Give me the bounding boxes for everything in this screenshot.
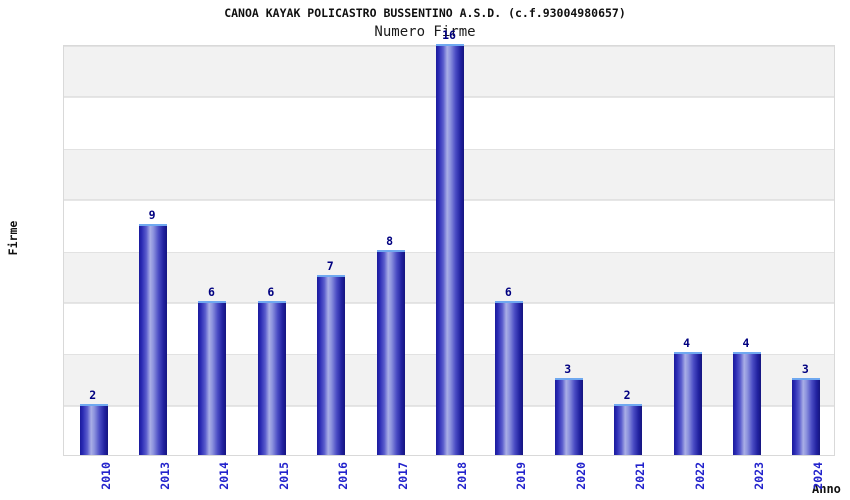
- x-tick-label: 2020: [573, 462, 588, 490]
- x-tick-label: 2018: [455, 462, 469, 490]
- bar-value-label: 4: [683, 336, 690, 351]
- x-tick-label: 2015: [276, 462, 291, 490]
- x-axis-title: Anno: [812, 482, 841, 496]
- x-tick-label: 2021: [633, 462, 648, 490]
- x-tick-label: 2014: [217, 462, 232, 490]
- bar[interactable]: [139, 223, 168, 455]
- bar-value-label: 6: [267, 284, 275, 299]
- x-tick-label: 2013: [158, 462, 173, 490]
- bar[interactable]: [317, 275, 346, 455]
- bar-value-label: 16: [442, 28, 456, 42]
- bar[interactable]: [198, 300, 227, 455]
- bar-value-label: 3: [564, 361, 572, 376]
- bar-value-label: 6: [504, 284, 512, 299]
- bar-value-label: 9: [148, 207, 156, 222]
- plot-area: [63, 44, 835, 456]
- bar[interactable]: [732, 352, 761, 455]
- bar[interactable]: [792, 377, 821, 455]
- bar-value-label: 8: [386, 233, 394, 248]
- bar-value-label: 3: [801, 361, 809, 376]
- x-tick-label: 2022: [692, 462, 707, 490]
- bar[interactable]: [257, 300, 286, 455]
- bar[interactable]: [673, 352, 702, 455]
- bar-value-label: 6: [207, 284, 215, 299]
- bar-value-label: 2: [89, 387, 97, 402]
- bar[interactable]: [79, 403, 108, 455]
- chart-subtitle: Numero Firme: [374, 24, 476, 40]
- bar[interactable]: [614, 403, 643, 455]
- x-tick-label: 2023: [751, 462, 766, 490]
- bar[interactable]: [495, 300, 524, 455]
- chart-title: CANOA KAYAK POLICASTRO BUSSENTINO A.S.D.…: [224, 6, 626, 20]
- x-tick-label: 2016: [336, 462, 351, 490]
- x-tick-label: 2010: [98, 462, 113, 490]
- bar-value-label: 2: [623, 387, 631, 402]
- bar[interactable]: [554, 377, 583, 455]
- bar[interactable]: [376, 249, 405, 455]
- x-tick-label: 2017: [395, 462, 410, 490]
- x-tick-label: 2019: [514, 462, 529, 490]
- bar-value-label: 7: [326, 259, 334, 274]
- y-axis-title: Firme: [6, 220, 20, 256]
- x-tick-label: 2024: [811, 462, 826, 490]
- bar-value-label: 4: [742, 336, 750, 351]
- bar[interactable]: [436, 44, 464, 455]
